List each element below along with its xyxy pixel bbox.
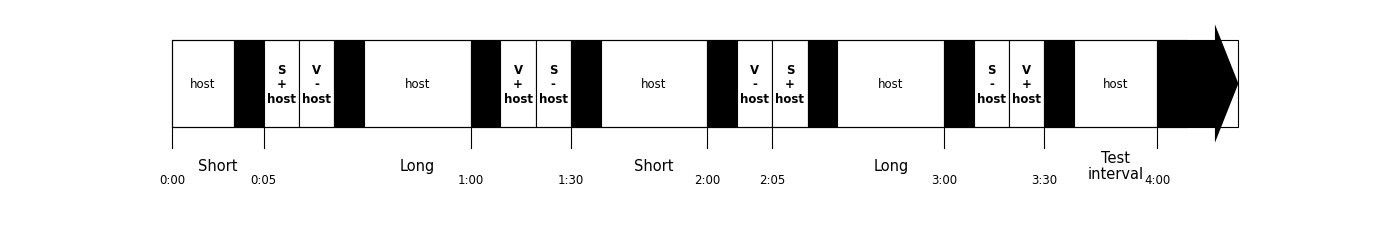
Text: 4:00: 4:00	[1145, 173, 1171, 186]
Text: S
+
host: S + host	[267, 63, 296, 105]
Polygon shape	[1215, 25, 1238, 143]
Bar	[334, 41, 363, 128]
Text: Long: Long	[399, 158, 435, 173]
Bar	[299, 41, 334, 128]
Bar	[234, 41, 264, 128]
Bar	[1044, 41, 1075, 128]
Bar	[501, 41, 535, 128]
Bar	[1157, 41, 1187, 128]
Text: host: host	[190, 78, 216, 91]
Bar	[738, 41, 772, 128]
Bar	[535, 41, 571, 128]
Text: 0:00: 0:00	[160, 173, 184, 186]
Bar	[838, 41, 944, 128]
Bar	[172, 41, 234, 128]
Text: Short: Short	[634, 158, 674, 173]
Text: 2:05: 2:05	[760, 173, 786, 186]
Text: V
+
host: V + host	[504, 63, 533, 105]
Bar	[1187, 41, 1215, 128]
Text: V
-
host: V - host	[740, 63, 769, 105]
Bar	[1075, 41, 1157, 128]
Text: host: host	[641, 78, 667, 91]
Text: host: host	[405, 78, 431, 91]
Bar	[601, 41, 707, 128]
Text: V
+
host: V + host	[1013, 63, 1042, 105]
Text: S
-
host: S - host	[977, 63, 1006, 105]
Text: Test in
wind
tunnel: Test in wind tunnel	[1194, 63, 1232, 105]
Bar	[707, 41, 738, 128]
Bar	[1009, 41, 1044, 128]
Text: host: host	[1104, 78, 1128, 91]
Bar	[808, 41, 838, 128]
Text: 1:30: 1:30	[557, 173, 583, 186]
Text: Test
interval: Test interval	[1087, 150, 1143, 181]
Text: 3:00: 3:00	[932, 173, 958, 186]
Text: S
-
host: S - host	[539, 63, 568, 105]
Bar	[974, 41, 1009, 128]
Text: host: host	[878, 78, 904, 91]
Text: 1:00: 1:00	[457, 173, 484, 186]
Text: Long: Long	[874, 158, 908, 173]
Bar	[264, 41, 299, 128]
Bar	[1187, 41, 1238, 128]
Text: 2:00: 2:00	[695, 173, 721, 186]
Bar	[944, 41, 974, 128]
Text: 3:30: 3:30	[1031, 173, 1057, 186]
Bar	[772, 41, 808, 128]
Bar	[571, 41, 601, 128]
Bar	[363, 41, 471, 128]
Text: S
+
host: S + host	[776, 63, 805, 105]
Bar	[471, 41, 501, 128]
Text: V
-
host: V - host	[301, 63, 332, 105]
Text: 0:05: 0:05	[250, 173, 277, 186]
Text: Short: Short	[198, 158, 238, 173]
